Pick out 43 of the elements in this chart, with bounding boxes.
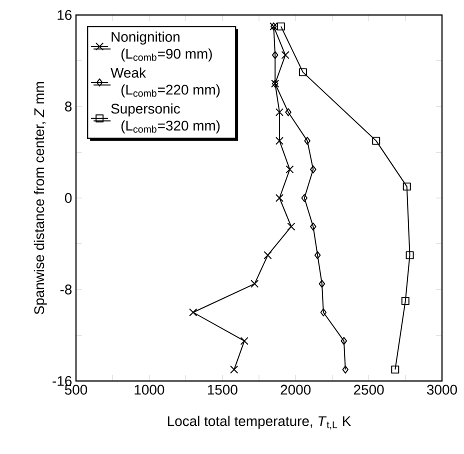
point <box>301 194 308 202</box>
point <box>272 51 278 60</box>
point <box>275 194 284 202</box>
point <box>314 251 321 260</box>
x-axis-title: Local total temperature, T$_{t,L}$ K <box>168 416 351 430</box>
y-axis-title: Spanwise distance from center, Z mm <box>34 82 47 314</box>
point <box>310 165 316 174</box>
x-tick-label: 2000 <box>280 384 311 395</box>
point <box>310 222 316 231</box>
x-tick-label: 1500 <box>208 384 238 395</box>
point <box>372 136 380 145</box>
x-tick-label: 1000 <box>134 384 164 395</box>
y-tick-label: 16 <box>58 10 72 20</box>
point <box>391 366 400 374</box>
legend-label: Nonignition (L$_{comb}$=90 mm) <box>112 32 212 62</box>
point <box>298 68 307 76</box>
legend-label: Supersonic (L$_{comb}$=320 mm) <box>111 103 220 134</box>
point <box>401 296 410 305</box>
point <box>189 308 198 316</box>
point <box>304 136 310 145</box>
y-tick-label: -8 <box>60 284 72 294</box>
point <box>240 336 248 346</box>
x-tick-label: 2500 <box>354 384 384 395</box>
point <box>285 108 292 116</box>
point <box>281 50 290 60</box>
point <box>250 280 259 288</box>
point <box>320 308 327 316</box>
point <box>402 182 411 191</box>
point <box>264 251 272 260</box>
x-tick-label: 3000 <box>427 384 457 395</box>
point <box>340 336 348 345</box>
point <box>287 222 296 231</box>
point <box>406 251 414 260</box>
point <box>318 280 326 288</box>
point <box>275 136 284 145</box>
point <box>230 366 238 374</box>
y-tick-label: 0 <box>64 193 72 203</box>
point <box>286 165 294 174</box>
point <box>342 366 349 374</box>
x-tick-label: 500 <box>64 384 88 395</box>
point <box>275 108 284 116</box>
legend-label: Weak (L$_{comb}$=220 mm) <box>110 67 220 98</box>
y-tick-label: 8 <box>65 102 72 112</box>
